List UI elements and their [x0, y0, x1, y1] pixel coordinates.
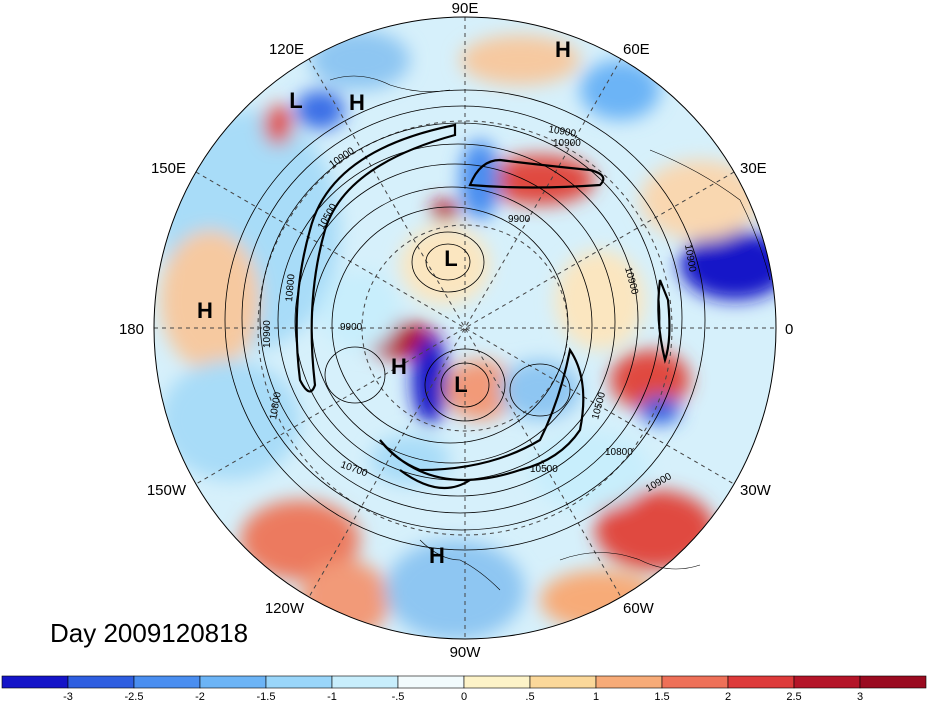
colorbar-box: [859, 675, 927, 689]
colorbar-box: [331, 675, 399, 689]
polar-map: 90E 60E 30E 0 30W 60W 90W 120W 150W 180 …: [119, 0, 793, 660]
contour-label: 10800: [268, 391, 284, 421]
colorbar-tick-label: -2.5: [125, 691, 144, 702]
colorbar-box: [397, 675, 465, 689]
colorbar-box: [595, 675, 663, 689]
colorbar-tick-label: 1.5: [654, 691, 669, 702]
colorbar-box: [199, 675, 267, 689]
map-border: [153, 16, 777, 640]
low-marker-siberia-pole: L: [444, 246, 457, 271]
colorbar-tick-label: 0: [461, 691, 467, 702]
colorbar-box: [727, 675, 795, 689]
lon-label-120e: 120E: [269, 41, 304, 58]
colorbar-tick-label: -3: [63, 691, 73, 702]
colorbar-tick-label: -1.5: [257, 691, 276, 702]
high-marker-north-pacific: H: [197, 298, 213, 323]
lon-label-0: 0: [785, 321, 793, 338]
high-marker-siberia: H: [555, 37, 571, 62]
colorbar-tick-label: .5: [525, 691, 534, 702]
lon-label-30e: 30E: [740, 160, 767, 177]
contour-label: 9900: [340, 322, 363, 333]
longitude-labels: 90E 60E 30E 0 30W 60W 90W 120W 150W 180 …: [119, 0, 793, 660]
colorbar-tick-label: 3: [857, 691, 863, 702]
contour-label: 10900: [547, 124, 577, 140]
colorbar-box: [793, 675, 861, 689]
colorbar: -3 -2.5 -2 -1.5 -1 -.5 0 .5 1 1.5 2 2.5 3: [1, 675, 927, 702]
low-marker-east-asia-coast: L: [289, 88, 302, 113]
high-marker-alaska: H: [391, 354, 407, 379]
colorbar-box: [67, 675, 135, 689]
geopotential-contours: [224, 89, 706, 551]
colorbar-box: [133, 675, 201, 689]
lon-label-120w: 120W: [265, 600, 305, 617]
coastlines: [329, 75, 771, 591]
contour-label: 10900: [553, 138, 581, 149]
contour-label: 10500: [530, 464, 558, 475]
jet-contours: [295, 123, 671, 490]
lon-label-30w: 30W: [740, 482, 772, 499]
colorbar-tick-label: 1: [593, 691, 599, 702]
colorbar-tick-label: -2: [195, 691, 205, 702]
colorbar-box: [463, 675, 531, 689]
colorbar-tick-labels: -3 -2.5 -2 -1.5 -1 -.5 0 .5 1 1.5 2 2.5 3: [63, 691, 863, 702]
low-marker-canada: L: [454, 372, 467, 397]
colorbar-tick-label: 2: [725, 691, 731, 702]
lon-label-150w: 150W: [147, 482, 187, 499]
colorbar-box: [529, 675, 597, 689]
contour-label: 10900: [262, 320, 273, 348]
high-marker-east-asia: H: [349, 90, 365, 115]
anomaly-field: [154, 17, 776, 639]
pressure-centers: H L H H L H L H: [197, 37, 571, 568]
date-title: Day 2009120818: [50, 618, 249, 648]
colorbar-tick-label: -.5: [392, 691, 405, 702]
high-marker-gulf-mexico: H: [429, 543, 445, 568]
colorbar-tick-label: -1: [327, 691, 337, 702]
contour-label: 10800: [605, 447, 633, 458]
lon-label-90e: 90E: [452, 0, 479, 17]
colorbar-box: [265, 675, 333, 689]
contour-label: 9900: [508, 214, 531, 225]
colorbar-box: [661, 675, 729, 689]
lon-label-60w: 60W: [623, 600, 655, 617]
contour-label: 10800: [284, 273, 297, 302]
lon-label-60e: 60E: [623, 41, 650, 58]
lon-label-180: 180: [119, 321, 144, 338]
colorbar-boxes: [1, 675, 927, 689]
contour-label: 10900: [682, 244, 698, 274]
lon-label-90w: 90W: [450, 644, 482, 660]
colorbar-tick-label: 2.5: [786, 691, 801, 702]
lon-label-150e: 150E: [151, 160, 186, 177]
colorbar-box: [1, 675, 69, 689]
